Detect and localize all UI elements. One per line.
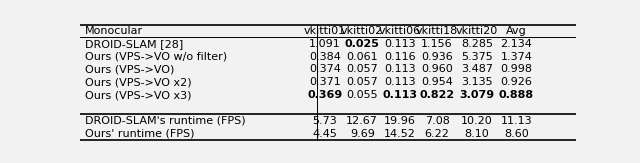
Text: 7.08: 7.08 [425,116,449,126]
Text: 0.055: 0.055 [346,90,378,100]
Text: 0.061: 0.061 [346,52,378,62]
Text: vkitti18: vkitti18 [416,26,458,36]
Text: 0.057: 0.057 [346,77,378,87]
Text: 0.888: 0.888 [499,90,534,100]
Text: 0.954: 0.954 [421,77,453,87]
Text: 5.375: 5.375 [461,52,493,62]
Text: Monocular: Monocular [85,26,143,36]
Text: 0.384: 0.384 [309,52,341,62]
Text: 19.96: 19.96 [384,116,416,126]
Text: 3.135: 3.135 [461,77,493,87]
Text: 0.371: 0.371 [309,77,341,87]
Text: vkitti20: vkitti20 [456,26,498,36]
Text: 8.10: 8.10 [465,129,489,139]
Text: 0.926: 0.926 [500,77,532,87]
Text: 1.374: 1.374 [500,52,532,62]
Text: 8.60: 8.60 [504,129,529,139]
Text: 9.69: 9.69 [350,129,374,139]
Text: 14.52: 14.52 [384,129,416,139]
Text: 0.113: 0.113 [384,65,416,74]
Text: Ours (VPS->VO w/o filter): Ours (VPS->VO w/o filter) [85,52,227,62]
Text: Ours (VPS->VO): Ours (VPS->VO) [85,65,174,74]
Text: 0.116: 0.116 [384,52,416,62]
Text: 11.13: 11.13 [500,116,532,126]
Text: 0.936: 0.936 [421,52,453,62]
Text: vkitti02: vkitti02 [341,26,383,36]
Text: 0.113: 0.113 [384,39,416,49]
Text: Ours' runtime (FPS): Ours' runtime (FPS) [85,129,195,139]
Text: 0.057: 0.057 [346,65,378,74]
Text: 4.45: 4.45 [312,129,337,139]
Text: 10.20: 10.20 [461,116,493,126]
Text: 6.22: 6.22 [425,129,449,139]
Text: 5.73: 5.73 [313,116,337,126]
Text: DROID-SLAM's runtime (FPS): DROID-SLAM's runtime (FPS) [85,116,246,126]
Text: 12.67: 12.67 [346,116,378,126]
Text: 0.374: 0.374 [309,65,341,74]
Text: vkitti06: vkitti06 [379,26,421,36]
Text: 1.091: 1.091 [309,39,341,49]
Text: Ours (VPS->VO x3): Ours (VPS->VO x3) [85,90,191,100]
Text: 3.487: 3.487 [461,65,493,74]
Text: 3.079: 3.079 [460,90,494,100]
Text: 0.998: 0.998 [500,65,532,74]
Text: 0.822: 0.822 [420,90,454,100]
Text: 0.025: 0.025 [345,39,380,49]
Text: 0.113: 0.113 [384,77,416,87]
Text: 0.960: 0.960 [421,65,453,74]
Text: vkitti01: vkitti01 [304,26,346,36]
Text: DROID-SLAM [28]: DROID-SLAM [28] [85,39,183,49]
Text: 8.285: 8.285 [461,39,493,49]
Text: Ours (VPS->VO x2): Ours (VPS->VO x2) [85,77,191,87]
Text: 0.369: 0.369 [307,90,342,100]
Text: 0.113: 0.113 [383,90,417,100]
Text: 1.156: 1.156 [421,39,453,49]
Text: Avg: Avg [506,26,527,36]
Text: 2.134: 2.134 [500,39,532,49]
